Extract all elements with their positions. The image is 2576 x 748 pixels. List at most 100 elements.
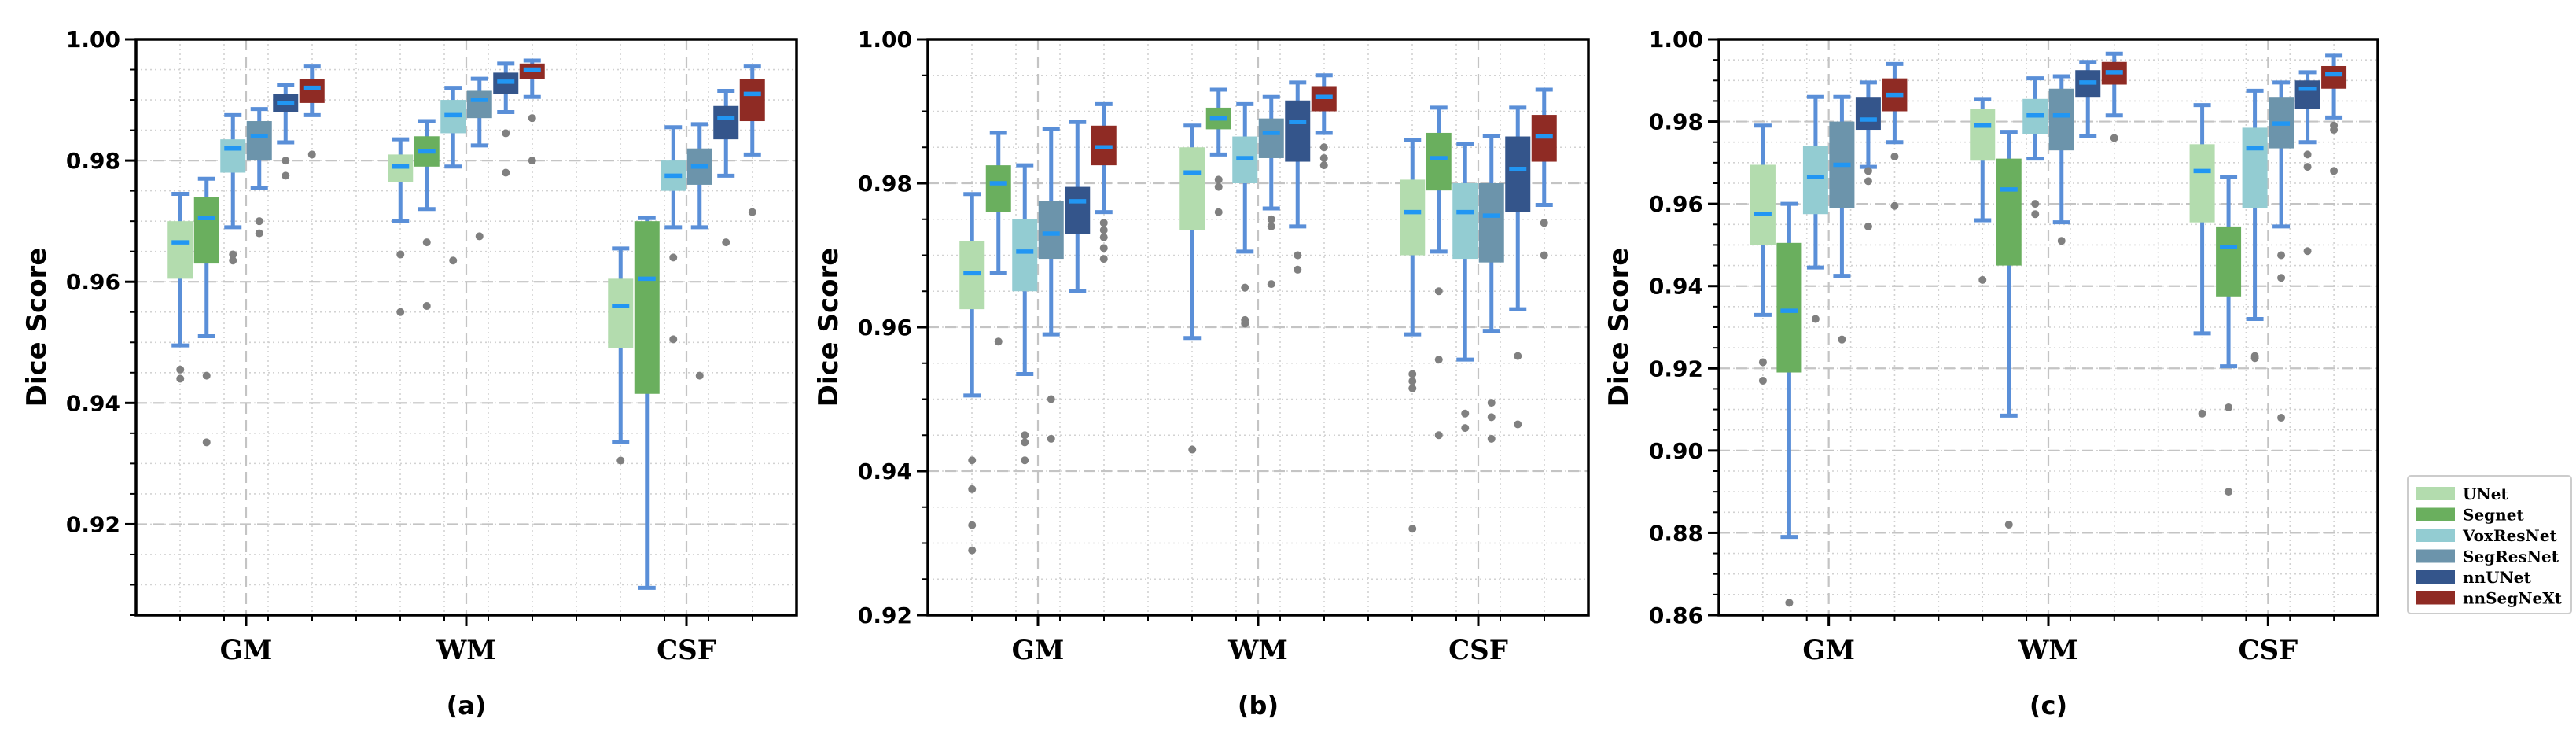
x-tick-label: WM [436,635,496,666]
box-nnUNet-WM [1285,80,1311,274]
outlier-point [229,250,237,259]
outlier-point [1241,283,1249,292]
outlier-point [1811,315,1820,323]
outlier-point [1294,265,1302,274]
panels: 0.92 0.94 0.96 0.98 1.00 GM WM CSF Dice Score (a)… [21,27,2379,720]
outlier-point [1514,420,1522,429]
outlier-point [2198,409,2206,418]
box-body [1426,132,1452,191]
panel-b: 0.92 0.94 0.96 0.98 1.00 GM WM CSF Dice Score (b) [813,27,1590,720]
outlier-point [1319,143,1328,152]
outlier-point [1514,352,1522,360]
box-body [1996,158,2022,266]
box-SegResNet-CSF [1478,134,1504,443]
outlier-point [502,129,510,138]
outlier-point [176,365,185,374]
box-SegResNet-CSF [686,122,712,380]
box-UNet-CSF [1400,138,1426,533]
box-VoxResNet-WM [1232,101,1258,328]
outlier-point [1434,431,1443,440]
outlier-point [1319,161,1328,170]
outlier-point [2330,167,2339,175]
outlier-point [1434,287,1443,296]
box-Segnet-WM [414,119,440,311]
outlier-point [2303,247,2312,256]
outlier-point [2225,403,2233,411]
box-UNet-GM [167,191,193,383]
outlier-point [396,308,405,316]
y-tick-label: 0.96 [1649,191,1703,217]
box-nnSegNeXt-CSF [2321,53,2347,175]
panel-label: (a) [447,691,487,720]
x-axis: GM WM CSF [971,615,1545,666]
legend-item: Segnet [2416,506,2524,525]
y-tick-label: 1.00 [1649,27,1703,53]
x-tick-label: CSF [2238,635,2298,666]
y-tick-label: 0.92 [66,511,120,537]
legend-swatch [2416,507,2455,521]
outlier-point [396,250,405,259]
box-nnSegNeXt-WM [1311,73,1337,170]
box-body [1776,242,1802,373]
box-body [1038,201,1064,260]
outlier-point [1408,384,1417,392]
x-tick-label: CSF [657,635,716,666]
box-Segnet-GM [193,176,219,447]
outlier-point [1461,424,1470,433]
box-body [2242,127,2268,208]
outlier-point [1864,167,1872,175]
outlier-point [1978,275,1987,284]
outlier-point [1099,255,1108,263]
outlier-point [1099,233,1108,241]
outlier-point [1758,376,1767,385]
outlier-point [968,456,977,465]
x-axis: GM WM CSF [1761,615,2335,666]
legend-item: nnUNet [2416,568,2532,587]
outlier-point [202,371,211,380]
box-body [1452,183,1478,260]
outlier-point [449,256,458,265]
box-body [1970,109,1996,161]
boxes [1750,51,2347,607]
x-tick-label: WM [1227,635,1288,666]
outlier-point [968,485,977,493]
box-body [1179,147,1205,230]
outlier-point [1214,175,1223,184]
y-axis: 0.92 0.94 0.96 0.98 1.00 [858,27,928,628]
x-tick-label: WM [2018,635,2078,666]
box-body [1285,100,1311,162]
outlier-point [229,256,237,265]
outlier-point [1487,434,1496,443]
outlier-point [616,456,625,465]
box-SegResNet-GM [1829,94,1855,344]
y-tick-label: 0.90 [1649,438,1703,464]
box-nnSegNeXt-CSF [739,64,765,216]
box-body [739,79,765,122]
x-tick-label: GM [220,635,273,666]
outlier-point [2303,150,2312,159]
legend-item: SegResNet [2416,547,2559,566]
outlier-point [307,150,316,159]
box-Segnet-GM [1776,201,1802,607]
box-body [1505,136,1531,212]
outlier-point [1267,280,1275,289]
outlier-point [1487,413,1496,422]
y-axis-label: Dice Score [813,248,845,407]
legend-label: SegResNet [2463,547,2559,566]
y-tick-label: 1.00 [858,27,912,53]
outlier-point [1540,219,1548,227]
legend-swatch [2416,591,2455,605]
outlier-point [2057,237,2066,245]
y-tick-label: 1.00 [66,27,120,53]
outlier-point [1021,438,1029,447]
y-tick-label: 0.86 [1649,602,1703,628]
box-nnUNet-GM [1065,120,1091,293]
outlier-point [1408,525,1417,533]
y-tick-label: 0.92 [1649,356,1703,381]
boxes [959,73,1557,555]
box-body [466,90,492,119]
legend-item: VoxResNet [2416,526,2558,545]
y-tick-label: 0.98 [66,148,120,174]
outlier-point [2031,210,2040,219]
outlier-point [1047,395,1055,403]
